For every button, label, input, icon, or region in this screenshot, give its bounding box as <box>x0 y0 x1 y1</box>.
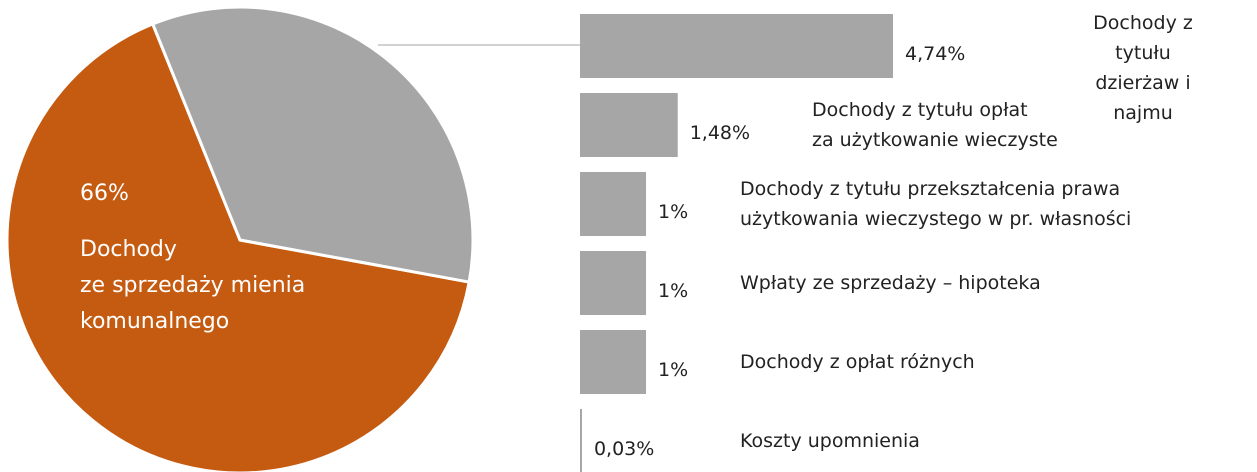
category-label: Koszty upomnienia <box>740 430 920 452</box>
value-label: 0,03% <box>593 438 655 460</box>
category-label: Wpłaty ze sprzedaży – hipoteka <box>740 272 1041 294</box>
value-label: 1,48% <box>689 122 751 144</box>
pie-value-label: 66% <box>80 181 129 206</box>
bar <box>580 330 647 394</box>
bar <box>580 14 893 78</box>
value-label: 1% <box>658 359 689 381</box>
category-label: Dochody z opłat różnych <box>740 351 975 373</box>
value-label: 1% <box>658 201 689 223</box>
value-label: 1% <box>658 280 689 302</box>
category-label: Dochody z tytułu opłat za użytkowanie wi… <box>812 99 1058 151</box>
pie-slice <box>5 22 471 472</box>
bar <box>580 93 678 157</box>
pie-slice <box>150 5 475 284</box>
category-label: Dochody z tytułu dzierżaw i najmu <box>1093 12 1193 124</box>
bar <box>580 251 647 315</box>
value-label: 4,74% <box>905 43 966 65</box>
pie-category-label: Dochody ze sprzedaży mienia komunalnego <box>80 237 306 334</box>
bar <box>580 172 647 236</box>
category-label: Dochody z tytułu przekształcenia prawa u… <box>740 178 1132 230</box>
bar <box>580 409 582 472</box>
